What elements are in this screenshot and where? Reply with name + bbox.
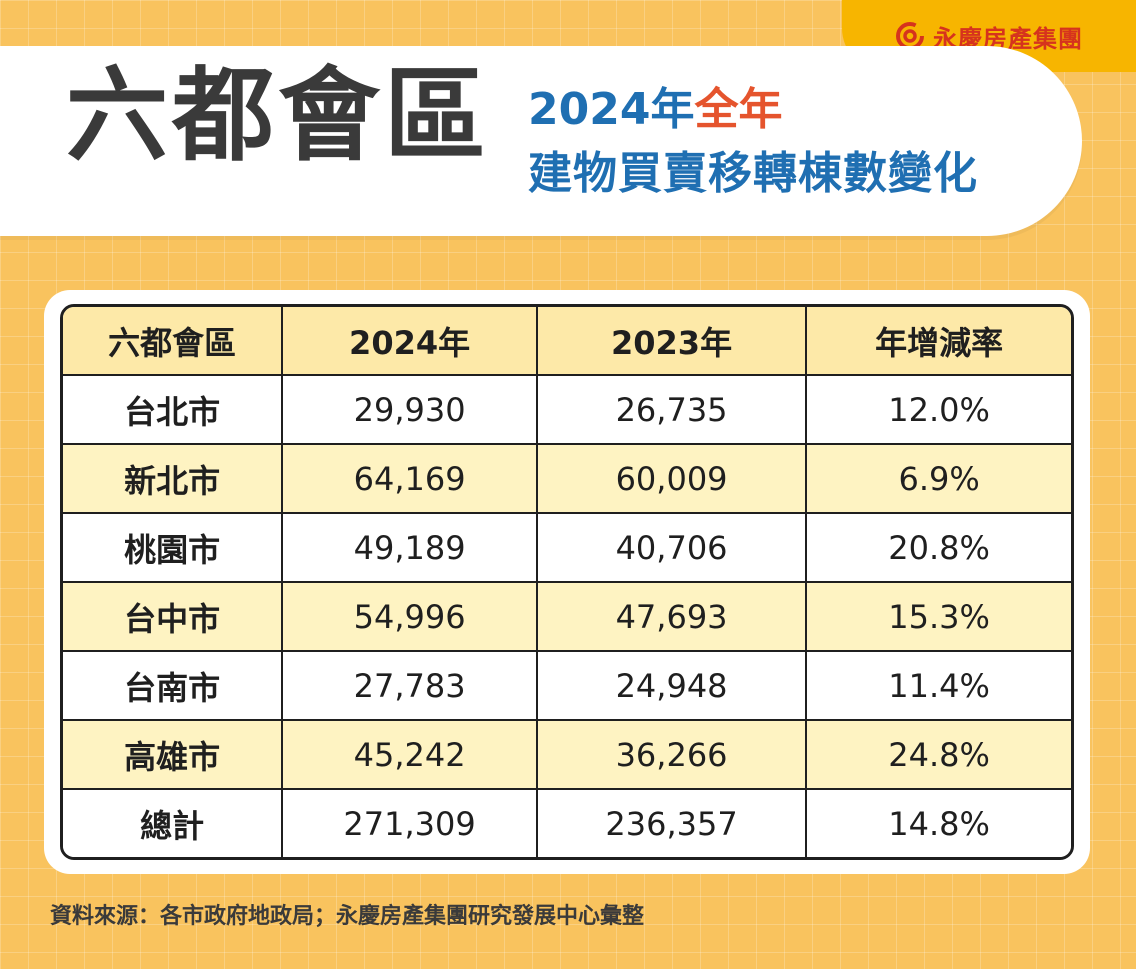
table-row: 台北市 29,930 26,735 12.0% xyxy=(63,376,1071,445)
rate-cell: 6.9% xyxy=(807,445,1071,514)
total-2023-cell: 236,357 xyxy=(537,790,808,857)
table-card: 六都會區 2024年 2023年 年增減率 台北市 29,930 26,735 … xyxy=(44,290,1090,874)
region-cell: 桃園市 xyxy=(63,514,284,583)
subtitle-highlight: 全年 xyxy=(694,84,783,135)
value-2023-cell: 40,706 xyxy=(537,514,808,583)
rate-cell: 12.0% xyxy=(807,376,1071,445)
subtitle-line-1: 2024年全年 xyxy=(528,88,782,132)
total-rate-cell: 14.8% xyxy=(807,790,1071,857)
transfer-table: 六都會區 2024年 2023年 年增減率 台北市 29,930 26,735 … xyxy=(60,304,1074,860)
region-cell: 台南市 xyxy=(63,652,284,721)
column-header-2024: 2024年 xyxy=(283,307,538,376)
rate-cell: 24.8% xyxy=(807,721,1071,790)
value-2023-cell: 26,735 xyxy=(537,376,808,445)
column-header-2023: 2023年 xyxy=(537,307,808,376)
rate-cell: 20.8% xyxy=(807,514,1071,583)
value-2024-cell: 45,242 xyxy=(283,721,538,790)
subtitle-line-2: 建物買賣移轉棟數變化 xyxy=(528,148,978,199)
table-row: 桃園市 49,189 40,706 20.8% xyxy=(63,514,1071,583)
rate-cell: 11.4% xyxy=(807,652,1071,721)
value-2024-cell: 64,169 xyxy=(283,445,538,514)
value-2023-cell: 47,693 xyxy=(537,583,808,652)
value-2024-cell: 49,189 xyxy=(283,514,538,583)
value-2024-cell: 54,996 xyxy=(283,583,538,652)
rate-cell: 15.3% xyxy=(807,583,1071,652)
region-cell: 台北市 xyxy=(63,376,284,445)
header-banner xyxy=(0,46,1082,236)
total-2024-cell: 271,309 xyxy=(283,790,538,857)
table-total-row: 總計 271,309 236,357 14.8% xyxy=(63,790,1071,857)
table-row: 高雄市 45,242 36,266 24.8% xyxy=(63,721,1071,790)
value-2023-cell: 24,948 xyxy=(537,652,808,721)
region-cell: 台中市 xyxy=(63,583,284,652)
region-cell: 高雄市 xyxy=(63,721,284,790)
subtitle-year: 2024年 xyxy=(528,84,695,135)
column-header-region: 六都會區 xyxy=(63,307,284,376)
source-note: 資料來源：各市政府地政局；永慶房產集團研究發展中心彙整 xyxy=(50,904,645,929)
region-cell: 新北市 xyxy=(63,445,284,514)
page-title: 六都會區 xyxy=(66,57,490,176)
table-row: 台南市 27,783 24,948 11.4% xyxy=(63,652,1071,721)
value-2024-cell: 27,783 xyxy=(283,652,538,721)
table-row: 新北市 64,169 60,009 6.9% xyxy=(63,445,1071,514)
column-header-rate: 年增減率 xyxy=(807,307,1071,376)
total-label-cell: 總計 xyxy=(63,790,284,857)
table-row: 台中市 54,996 47,693 15.3% xyxy=(63,583,1071,652)
value-2024-cell: 29,930 xyxy=(283,376,538,445)
value-2023-cell: 36,266 xyxy=(537,721,808,790)
value-2023-cell: 60,009 xyxy=(537,445,808,514)
table-header-row: 六都會區 2024年 2023年 年增減率 xyxy=(63,307,1071,376)
